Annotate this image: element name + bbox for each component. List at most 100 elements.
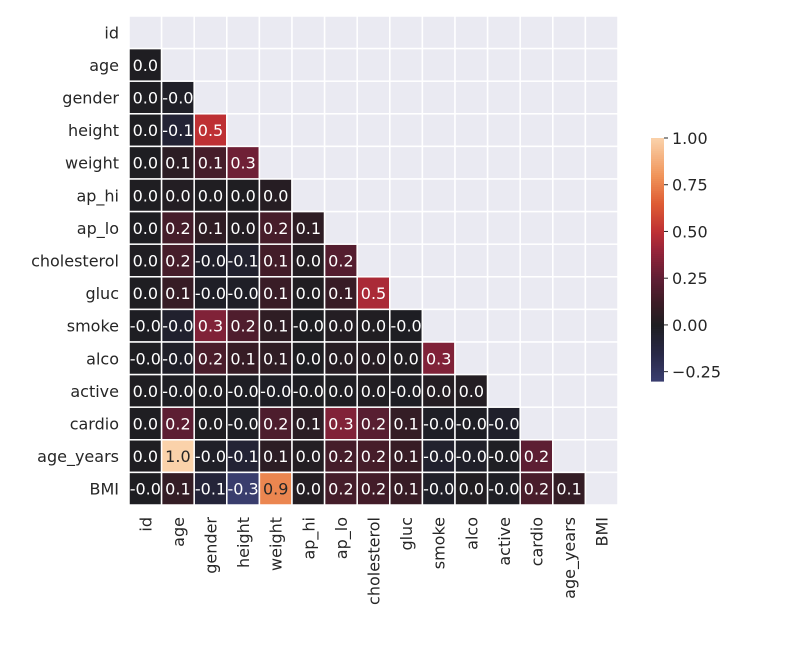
x-tick-label: cholesterol — [365, 517, 384, 605]
masked-cell — [454, 243, 489, 278]
masked-cell — [258, 113, 293, 148]
cell-label-smoke-ap_hi: -0.0 — [293, 317, 324, 336]
cell-label-age_years-gluc: 0.1 — [393, 447, 418, 466]
masked-cell — [323, 47, 358, 82]
masked-cell — [389, 243, 424, 278]
masked-cell — [584, 276, 619, 311]
colorbar-segment — [651, 302, 664, 305]
colorbar-segment — [651, 336, 664, 340]
colorbar-segment — [651, 146, 664, 149]
cell-label-BMI-age_years: 0.1 — [556, 480, 581, 499]
cell-label-age_years-ap_lo: 0.2 — [328, 447, 353, 466]
cell-label-alco-gender: 0.2 — [198, 349, 223, 368]
heatmap-cell-cardio-active — [486, 406, 521, 441]
masked-cell — [421, 47, 456, 82]
masked-cell — [519, 276, 554, 311]
masked-cell — [486, 341, 521, 376]
colorbar-tick-label: 0.75 — [672, 176, 708, 195]
colorbar-segment — [651, 162, 664, 165]
heatmap-cell-active-gluc — [389, 373, 424, 408]
heatmap-cell-cardio-smoke — [421, 406, 456, 441]
colorbar-segment — [651, 200, 664, 204]
colorbar-segment — [651, 283, 664, 287]
colorbar-segment — [651, 300, 664, 303]
masked-cell — [421, 276, 456, 311]
cell-label-age_years-smoke: -0.0 — [423, 447, 454, 466]
colorbar-segment — [651, 273, 664, 277]
colorbar-segment — [651, 293, 664, 297]
masked-cell — [160, 47, 195, 82]
heatmap-cell-BMI-id — [128, 471, 163, 506]
cell-label-gluc-ap_hi: 0.0 — [296, 284, 321, 303]
cell-label-gluc-cholesterol: 0.5 — [361, 284, 386, 303]
colorbar-segment — [651, 182, 664, 186]
x-tick-label: gender — [202, 517, 221, 574]
masked-cell — [226, 80, 261, 115]
colorbar-segment — [651, 212, 664, 216]
masked-cell — [291, 47, 326, 82]
cell-label-age_years-cholesterol: 0.2 — [361, 447, 386, 466]
heatmap-cell-age_years-ap_lo — [323, 439, 358, 474]
heatmap-cell-cardio-ap_hi — [291, 406, 326, 441]
heatmap-cell-ap_lo-age — [160, 210, 195, 245]
x-tick-label: cardio — [528, 517, 547, 566]
cell-label-alco-smoke: 0.3 — [426, 349, 451, 368]
masked-cell — [258, 47, 293, 82]
cell-label-cholesterol-weight: 0.1 — [263, 252, 288, 271]
colorbar-segment — [651, 180, 664, 184]
masked-cell — [356, 80, 391, 115]
masked-cell — [421, 145, 456, 180]
cell-label-cholesterol-ap_lo: 0.2 — [328, 252, 353, 271]
heatmap-cell-BMI-smoke — [421, 471, 456, 506]
colorbar-segment — [651, 221, 664, 224]
colorbar-segment — [651, 328, 664, 331]
colorbar-segment — [651, 304, 664, 307]
colorbar-segment — [651, 192, 664, 196]
cell-label-active-id: 0.0 — [133, 382, 158, 401]
cell-label-smoke-weight: 0.1 — [263, 317, 288, 336]
heatmap-cell-ap_lo-id — [128, 210, 163, 245]
cell-label-ap_lo-id: 0.0 — [133, 219, 158, 238]
heatmap-cell-age_years-cholesterol — [356, 439, 391, 474]
y-tick-label: ap_lo — [77, 219, 119, 239]
cell-label-cholesterol-gender: -0.0 — [195, 252, 226, 271]
cell-label-BMI-ap_lo: 0.2 — [328, 480, 353, 499]
colorbar-segment — [651, 138, 664, 141]
masked-cell — [160, 15, 195, 50]
masked-cell — [552, 80, 587, 115]
y-tick-label: smoke — [67, 317, 119, 336]
masked-cell — [258, 15, 293, 50]
cell-label-BMI-ap_hi: 0.0 — [296, 480, 321, 499]
cell-label-cardio-alco: -0.0 — [456, 415, 487, 434]
colorbar-segment — [651, 322, 664, 325]
colorbar-segment — [651, 237, 664, 240]
heatmap-cell-alco-smoke — [421, 341, 456, 376]
cell-label-age_years-id: 0.0 — [133, 447, 158, 466]
colorbar-segment — [651, 277, 664, 281]
x-tick-label: id — [136, 517, 155, 532]
masked-cell — [552, 178, 587, 213]
heatmap-cell-BMI-ap_lo — [323, 471, 358, 506]
masked-cell — [193, 47, 228, 82]
x-tick-label: active — [495, 517, 514, 566]
masked-cell — [552, 15, 587, 50]
colorbar-segment — [651, 376, 664, 380]
x-tick-label: smoke — [430, 517, 449, 569]
cell-label-ap_lo-gender: 0.1 — [198, 219, 223, 238]
heatmap-cell-alco-gender — [193, 341, 228, 376]
masked-cell — [323, 210, 358, 245]
masked-cell — [486, 178, 521, 213]
colorbar-segment — [651, 208, 664, 212]
heatmap-cell-cholesterol-age — [160, 243, 195, 278]
masked-cell — [454, 341, 489, 376]
colorbar-segment — [651, 247, 664, 250]
colorbar-segment — [651, 281, 664, 285]
cell-label-BMI-cholesterol: 0.2 — [361, 480, 386, 499]
x-tick-label: height — [234, 517, 253, 568]
colorbar-segment — [651, 271, 664, 275]
masked-cell — [389, 113, 424, 148]
colorbar-segment — [651, 287, 664, 291]
x-tick-label: gluc — [397, 517, 416, 551]
x-tick-label: age — [169, 517, 188, 547]
